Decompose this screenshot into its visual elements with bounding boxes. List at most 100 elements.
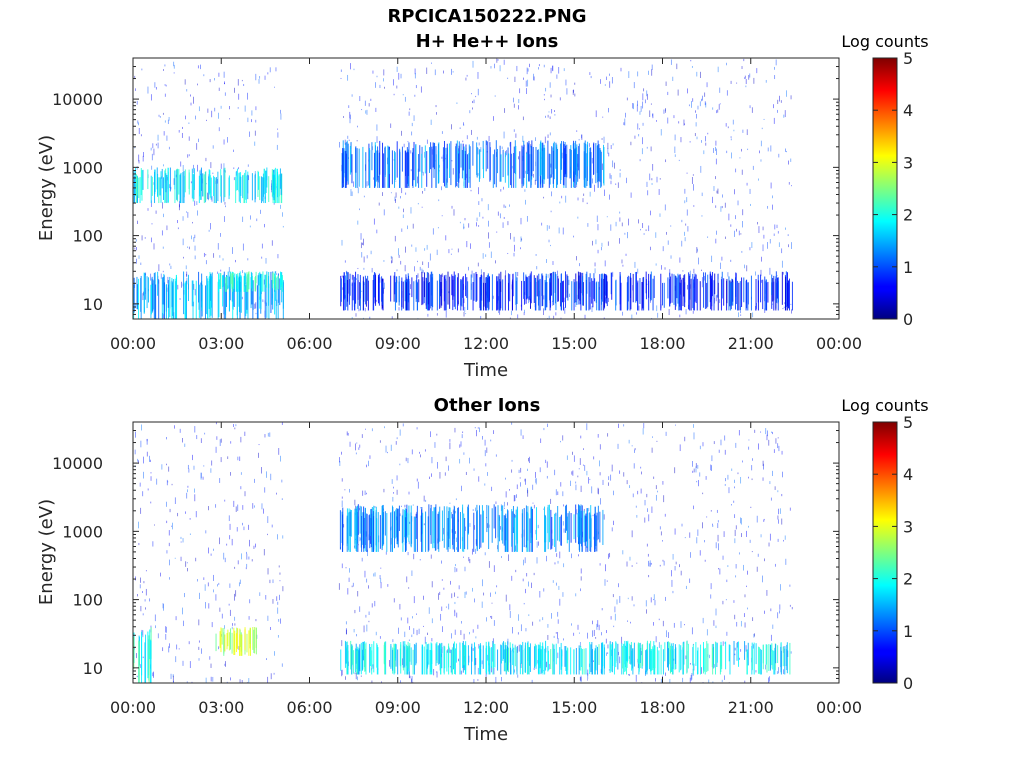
data-streak [657,490,659,493]
data-streak [360,233,362,240]
data-streak [408,491,410,495]
data-streak [338,583,340,590]
data-streak [174,497,176,504]
data-streak [182,164,184,172]
data-streak [538,644,540,675]
data-streak [253,629,255,653]
data-streak [695,274,697,304]
data-streak [678,275,680,311]
data-streak [370,250,372,255]
data-streak [341,239,343,246]
data-streak [555,312,557,316]
data-streak [244,283,246,319]
data-streak [528,296,529,304]
data-streak [714,273,716,295]
data-streak [765,428,767,435]
data-streak [711,278,713,311]
data-streak [419,451,420,454]
data-streak [475,95,477,98]
data-streak [193,168,195,190]
data-streak [264,223,265,228]
data-streak [726,631,728,636]
data-streak [730,282,732,311]
data-streak [778,242,780,247]
data-streak [527,489,529,497]
data-streak [756,515,758,523]
data-streak [557,506,559,541]
data-streak [426,139,428,144]
data-streak [193,465,195,470]
data-streak [751,107,753,113]
data-streak [785,148,786,152]
data-streak [194,488,195,493]
data-streak [443,587,445,590]
data-streak [620,282,622,311]
x-tick-label: 12:00 [463,698,509,717]
data-streak [212,172,214,174]
data-streak [364,644,366,672]
x-tick-label: 21:00 [728,698,774,717]
data-streak [481,198,483,202]
data-streak [276,144,278,150]
data-streak [155,625,156,629]
data-streak [181,132,183,138]
data-streak [743,564,744,571]
data-streak [341,153,343,188]
data-streak [415,247,417,252]
data-streak [575,593,577,597]
data-streak [496,276,498,311]
data-streak [606,281,608,307]
data-streak [377,146,379,181]
data-streak [454,506,456,552]
data-streak [429,649,431,675]
data-streak [463,513,465,552]
data-streak [281,498,283,500]
data-streak [369,150,371,188]
data-streak [268,271,270,288]
data-streak [544,648,546,675]
data-streak [791,242,792,249]
data-streak [190,102,192,106]
data-streak [471,646,473,675]
data-streak [152,541,154,547]
data-streak [646,146,648,149]
data-streak [552,271,554,302]
data-streak [402,658,403,666]
data-streak [224,167,226,198]
data-streak [392,79,394,86]
data-streak [192,173,194,202]
data-streak [742,460,743,463]
data-streak [143,272,145,314]
data-streak [695,110,696,113]
data-streak [230,628,232,650]
data-streak [589,191,591,197]
data-streak [595,110,597,118]
data-streak [468,556,470,562]
data-streak [683,119,685,126]
data-streak [267,516,269,524]
data-streak [418,628,420,634]
data-streak [149,455,150,462]
data-streak [547,423,548,427]
data-streak [142,630,144,638]
data-streak [474,427,476,429]
data-streak [139,584,141,589]
data-streak [428,607,430,614]
data-streak [692,273,694,309]
data-streak [735,525,737,530]
data-streak [607,644,609,649]
data-streak [717,109,719,113]
data-streak [713,620,715,626]
data-streak [351,585,353,588]
data-streak [405,246,406,253]
data-streak [445,456,447,462]
data-streak [360,675,362,677]
data-streak [582,282,584,306]
data-streak [482,435,483,440]
data-streak [552,643,554,675]
data-streak [274,86,275,88]
data-streak [583,448,584,450]
data-streak [712,196,713,204]
data-streak [223,71,225,78]
data-streak [419,266,421,271]
